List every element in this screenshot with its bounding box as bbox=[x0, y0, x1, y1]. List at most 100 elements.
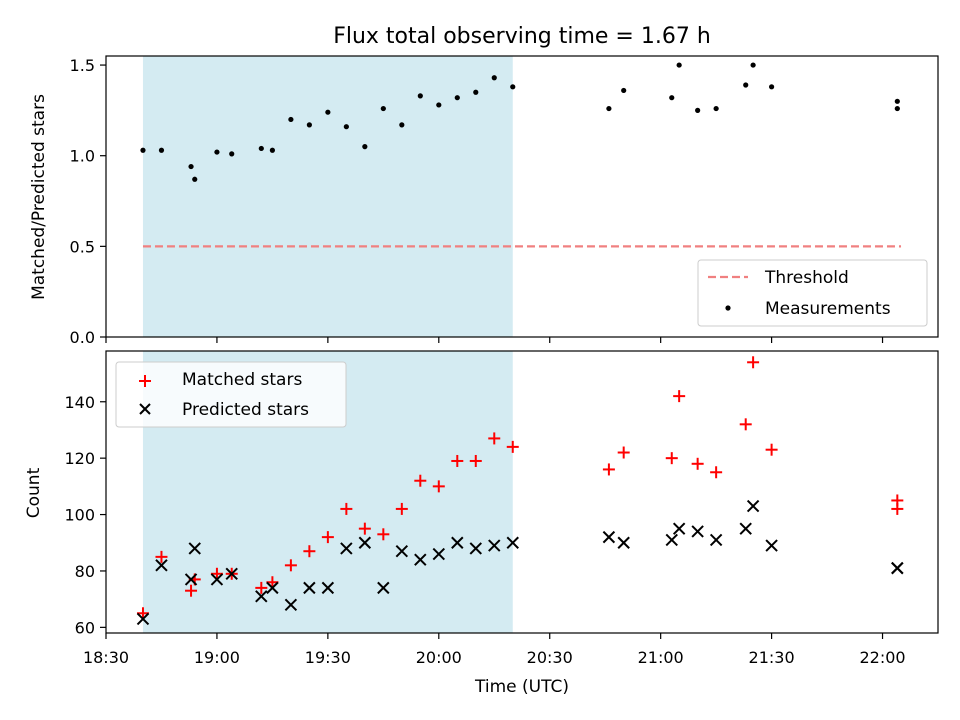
ratio-shaded-span bbox=[142, 56, 513, 337]
predicted-star-point bbox=[284, 598, 298, 612]
measurement-point bbox=[258, 145, 264, 152]
count-y-tick-label: 80 bbox=[75, 562, 95, 581]
measurement-point bbox=[713, 105, 719, 112]
measurement-point bbox=[473, 89, 479, 95]
predicted-star-point bbox=[891, 561, 904, 575]
measurement-point bbox=[510, 84, 516, 90]
matched-star-point bbox=[284, 559, 297, 572]
count-y-tick-label: 140 bbox=[64, 393, 95, 412]
predicted-star-point bbox=[225, 567, 238, 580]
matched-star-point bbox=[691, 457, 704, 470]
predicted-star-point bbox=[340, 542, 353, 555]
count-y-tick-label: 100 bbox=[64, 506, 95, 525]
matched-star-point bbox=[340, 502, 353, 515]
matched-star-point bbox=[469, 454, 482, 467]
matched-star-point bbox=[185, 584, 198, 597]
predicted-star-point bbox=[210, 573, 224, 586]
matched-star-point bbox=[303, 545, 316, 558]
count-x-ticks: 18:30 19:00 19:30 20:00 20:30 21:00 21:30 22:00 bbox=[83, 633, 906, 667]
measurement-point bbox=[491, 75, 497, 81]
predicted-star-point bbox=[746, 499, 760, 513]
predicted-star-point bbox=[136, 612, 150, 626]
predicted-star-point bbox=[188, 542, 201, 555]
matched-star-point bbox=[377, 528, 390, 541]
count-y-label: Count bbox=[24, 467, 44, 518]
predicted-star-point bbox=[184, 573, 198, 586]
measurement-point bbox=[140, 147, 146, 153]
ratio-legend-box bbox=[697, 259, 928, 327]
chart-title: Flux total observing time = 1.67 h bbox=[333, 24, 711, 49]
measurement-point bbox=[214, 149, 220, 155]
matched-star-point bbox=[136, 607, 149, 620]
predicted-star-point bbox=[602, 530, 616, 544]
predicted-star-point bbox=[469, 542, 482, 555]
count-y-tick-label: 120 bbox=[64, 449, 95, 468]
measurement-point bbox=[894, 105, 900, 112]
measurement-point bbox=[894, 98, 900, 104]
predicted-star-point bbox=[488, 539, 501, 552]
predicted-star-point bbox=[506, 536, 519, 549]
matched-star-point bbox=[451, 454, 464, 467]
ratio-panel: 0.0 0.5 1.0 1.5 Matched/Predicted stars Thr… bbox=[29, 55, 939, 347]
count-x-tick-label: 20:30 bbox=[527, 648, 573, 667]
count-x-tick-label: 21:30 bbox=[749, 648, 795, 667]
predicted-legend-label: Predicted stars bbox=[182, 400, 309, 420]
measurement-point bbox=[188, 163, 194, 170]
matched-star-point bbox=[321, 531, 334, 544]
measurement-point bbox=[343, 124, 349, 130]
matched-star-point bbox=[395, 502, 408, 515]
measurement-point bbox=[325, 109, 331, 115]
ratio-x-ticks bbox=[105, 337, 884, 343]
matched-star-point bbox=[358, 522, 371, 535]
matched-star-point bbox=[739, 418, 752, 431]
count-x-tick-label: 18:30 bbox=[83, 648, 129, 667]
count-panel: 60 80 100 120 140 18:30 19:00 19:30 20:00 20:30 2… bbox=[24, 350, 939, 697]
measurement-point bbox=[436, 102, 442, 108]
matched-star-point bbox=[891, 494, 904, 507]
measurement-point bbox=[288, 116, 294, 123]
count-x-tick-label: 19:00 bbox=[194, 648, 240, 667]
ratio-y-ticks: 0.0 0.5 1.0 1.5 bbox=[70, 56, 106, 347]
predicted-star-point bbox=[303, 581, 316, 595]
count-axes-frame bbox=[105, 350, 939, 634]
measurement-point bbox=[621, 87, 627, 94]
matched-star-point bbox=[210, 567, 223, 580]
count-x-tick-label: 21:00 bbox=[638, 648, 684, 667]
measurement-point bbox=[695, 107, 701, 113]
predicted-star-point bbox=[155, 559, 168, 572]
matched-star-point bbox=[155, 550, 168, 563]
predicted-star-point bbox=[266, 581, 279, 595]
measurements-legend-swatch bbox=[725, 305, 731, 311]
matched-star-point bbox=[488, 432, 501, 445]
matched-star-point bbox=[673, 390, 686, 403]
ratio-y-tick-label: 0.5 bbox=[70, 237, 95, 256]
matched-star-point bbox=[747, 356, 760, 369]
predicted-star-point bbox=[709, 533, 723, 547]
predicted-star-point bbox=[414, 553, 427, 566]
measurement-point bbox=[676, 62, 682, 68]
measurement-point bbox=[669, 95, 675, 101]
predicted-star-point bbox=[765, 539, 778, 552]
predicted-star-point bbox=[395, 545, 409, 558]
ratio-y-tick-label: 1.5 bbox=[70, 56, 95, 75]
matched-star-point bbox=[432, 480, 445, 493]
matched-star-point bbox=[414, 474, 427, 487]
x-axis-label: Time (UTC) bbox=[474, 677, 569, 697]
predicted-star-point bbox=[451, 536, 464, 549]
count-legend: Matched stars Predicted stars bbox=[115, 361, 347, 428]
predicted-star-point bbox=[691, 525, 704, 538]
measurement-point bbox=[306, 122, 312, 128]
predicted-legend-swatch bbox=[139, 403, 151, 415]
predicted-star-point bbox=[739, 522, 752, 535]
measurement-point bbox=[362, 144, 368, 150]
measurement-point bbox=[399, 122, 405, 128]
matched-star-point bbox=[602, 463, 615, 476]
measurement-point bbox=[750, 62, 756, 68]
measurement-point bbox=[269, 147, 275, 153]
count-x-tick-label: 22:00 bbox=[859, 648, 905, 667]
count-legend-box bbox=[115, 361, 347, 428]
matched-legend-swatch bbox=[139, 375, 151, 387]
predicted-star-point bbox=[665, 533, 678, 547]
count-y-ticks: 60 80 100 120 140 bbox=[64, 393, 106, 637]
